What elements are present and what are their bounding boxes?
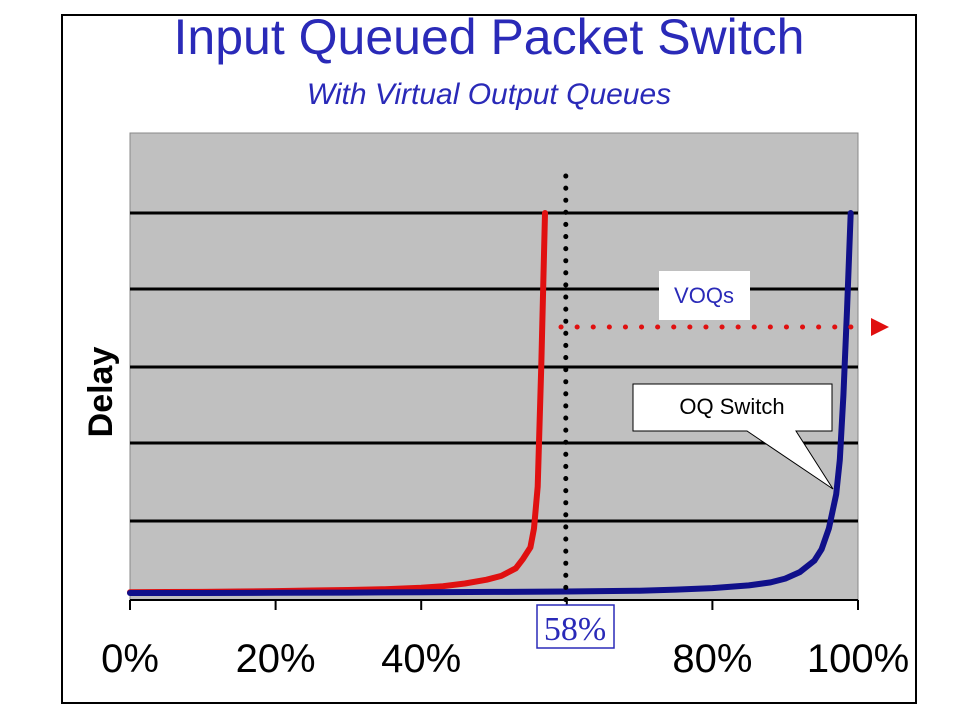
x-tick-label: 20% bbox=[236, 637, 316, 681]
arrowhead-icon bbox=[871, 318, 889, 336]
threshold-label: 58% bbox=[544, 611, 606, 648]
voqs-label-box bbox=[659, 271, 750, 320]
slide-frame bbox=[61, 14, 917, 704]
x-tick-label: 0% bbox=[101, 637, 159, 681]
oq-switch-label: OQ Switch bbox=[679, 394, 784, 419]
x-tick-label: 40% bbox=[381, 637, 461, 681]
y-axis-label: Delay bbox=[82, 347, 120, 438]
chart-title: Input Queued Packet Switch bbox=[173, 9, 805, 65]
threshold-label-box bbox=[536, 604, 615, 649]
voqs-label: VOQs bbox=[674, 283, 734, 308]
x-tick-label: 100% bbox=[807, 637, 909, 681]
series-layer bbox=[127, 210, 854, 596]
oq-switch-callout bbox=[632, 383, 834, 490]
x-tick-label: 80% bbox=[672, 637, 752, 681]
x-axis bbox=[129, 599, 859, 610]
series-line-oq bbox=[127, 210, 854, 596]
chart-subtitle: With Virtual Output Queues bbox=[306, 78, 672, 111]
x-tick-labels: 0% 20% 40% 80% 100% bbox=[101, 637, 909, 681]
